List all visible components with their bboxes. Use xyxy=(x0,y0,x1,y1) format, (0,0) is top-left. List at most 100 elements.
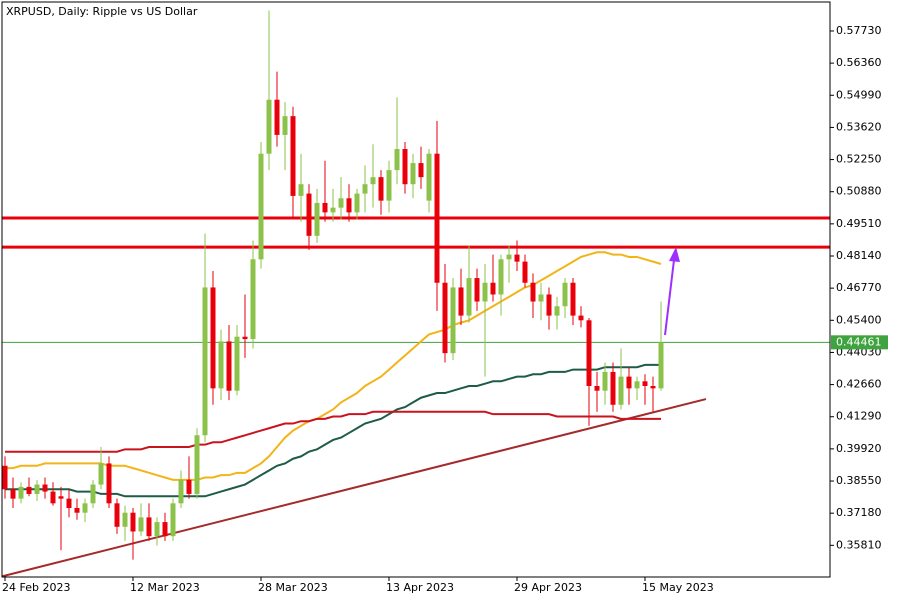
x-tick-label: 29 Apr 2023 xyxy=(514,581,582,594)
moving-average xyxy=(5,410,661,453)
candle-body xyxy=(218,341,224,389)
y-tick-label: 0.42660 xyxy=(836,378,882,391)
candle-body xyxy=(378,177,384,201)
candle-body xyxy=(338,198,344,208)
candle-body xyxy=(66,498,72,509)
y-tick-label: 0.49510 xyxy=(836,217,882,230)
arrow-head xyxy=(669,247,680,262)
candle-body xyxy=(194,435,200,494)
candle-body xyxy=(594,385,600,391)
candle-body xyxy=(650,385,656,389)
candle-body xyxy=(162,522,168,537)
candle-body xyxy=(74,508,80,513)
y-tick-label: 0.53620 xyxy=(836,120,882,133)
candle-body xyxy=(530,282,536,302)
candle-body xyxy=(314,202,320,236)
arrow-shaft xyxy=(664,259,675,336)
x-tick-label: 15 May 2023 xyxy=(642,581,714,594)
candle-body xyxy=(514,254,520,262)
x-tick-label: 13 Apr 2023 xyxy=(386,581,454,594)
candle-body xyxy=(642,381,648,386)
y-tick-label: 0.46770 xyxy=(836,281,882,294)
plot-frame xyxy=(1,1,831,578)
candle-body xyxy=(266,99,272,154)
candle-body xyxy=(610,371,616,405)
candle-body xyxy=(434,153,440,283)
y-tick-label: 0.52250 xyxy=(836,153,882,166)
candle-body xyxy=(234,336,240,391)
candle-body xyxy=(490,282,496,295)
candle-body xyxy=(394,149,400,171)
x-tick-label: 28 Mar 2023 xyxy=(258,581,328,594)
candle-body xyxy=(586,320,592,386)
chart-title: XRPUSD, Daily: Ripple vs US Dollar xyxy=(6,5,198,18)
candle-body xyxy=(466,278,472,316)
candle-body xyxy=(106,463,112,504)
candle-body xyxy=(330,207,336,213)
moving-average xyxy=(5,251,662,481)
candle-body xyxy=(458,287,464,316)
y-tick-label: 0.56360 xyxy=(836,56,882,69)
candle-body xyxy=(186,479,192,494)
candle-body xyxy=(618,376,624,405)
candle-body xyxy=(178,479,184,504)
y-tick-label: 0.41290 xyxy=(836,410,882,423)
y-tick-label: 0.57730 xyxy=(836,24,882,37)
candle-body xyxy=(634,381,640,389)
candle-body xyxy=(90,484,96,504)
candle-body xyxy=(18,486,24,499)
forecast-arrow xyxy=(664,247,680,336)
candle-body xyxy=(34,484,40,494)
candle-body xyxy=(98,463,104,485)
candle-body xyxy=(298,184,304,196)
candle-body xyxy=(42,484,48,492)
candle-body xyxy=(290,116,296,196)
candle-body xyxy=(210,287,216,389)
candle-body xyxy=(274,99,280,135)
y-tick-label: 0.38550 xyxy=(836,474,882,487)
candle-body xyxy=(450,287,456,354)
candle-body xyxy=(322,202,328,213)
candle-body xyxy=(362,184,368,194)
candle-body xyxy=(146,517,152,537)
candle-body xyxy=(50,491,56,504)
y-tick-label: 0.39920 xyxy=(836,442,882,455)
candle-body xyxy=(570,282,576,316)
y-tick-label: 0.48140 xyxy=(836,249,882,262)
y-tick-label: 0.37180 xyxy=(836,506,882,519)
candle-body xyxy=(626,376,632,389)
candle-body xyxy=(418,163,424,178)
candle-body xyxy=(578,315,584,321)
candle-body xyxy=(10,489,16,499)
y-tick-label: 0.54990 xyxy=(836,88,882,101)
candle-body xyxy=(354,193,360,213)
candle-body xyxy=(410,163,416,185)
candle-body xyxy=(554,306,560,316)
candle-body xyxy=(426,153,432,201)
candle-body xyxy=(538,294,544,302)
x-tick-label: 12 Mar 2023 xyxy=(130,581,200,594)
candle-body xyxy=(82,503,88,513)
candle-body xyxy=(474,278,480,302)
candle-body xyxy=(130,512,136,532)
candle-body xyxy=(658,342,664,389)
candle-body xyxy=(258,153,264,260)
candle-body xyxy=(546,294,552,316)
candle-body xyxy=(154,522,160,537)
y-tick-label: 0.50880 xyxy=(836,185,882,198)
plot-area xyxy=(1,10,830,578)
candle-body xyxy=(522,261,528,283)
candle-body xyxy=(562,282,568,307)
candle-body xyxy=(602,371,608,391)
candle-body xyxy=(122,512,128,527)
candle-body xyxy=(506,254,512,260)
y-tick-label: 0.45400 xyxy=(836,313,882,326)
moving-average xyxy=(5,363,661,498)
candle-body xyxy=(58,496,64,499)
candle-body xyxy=(242,336,248,340)
candle-body xyxy=(386,170,392,201)
candle-body xyxy=(498,259,504,295)
